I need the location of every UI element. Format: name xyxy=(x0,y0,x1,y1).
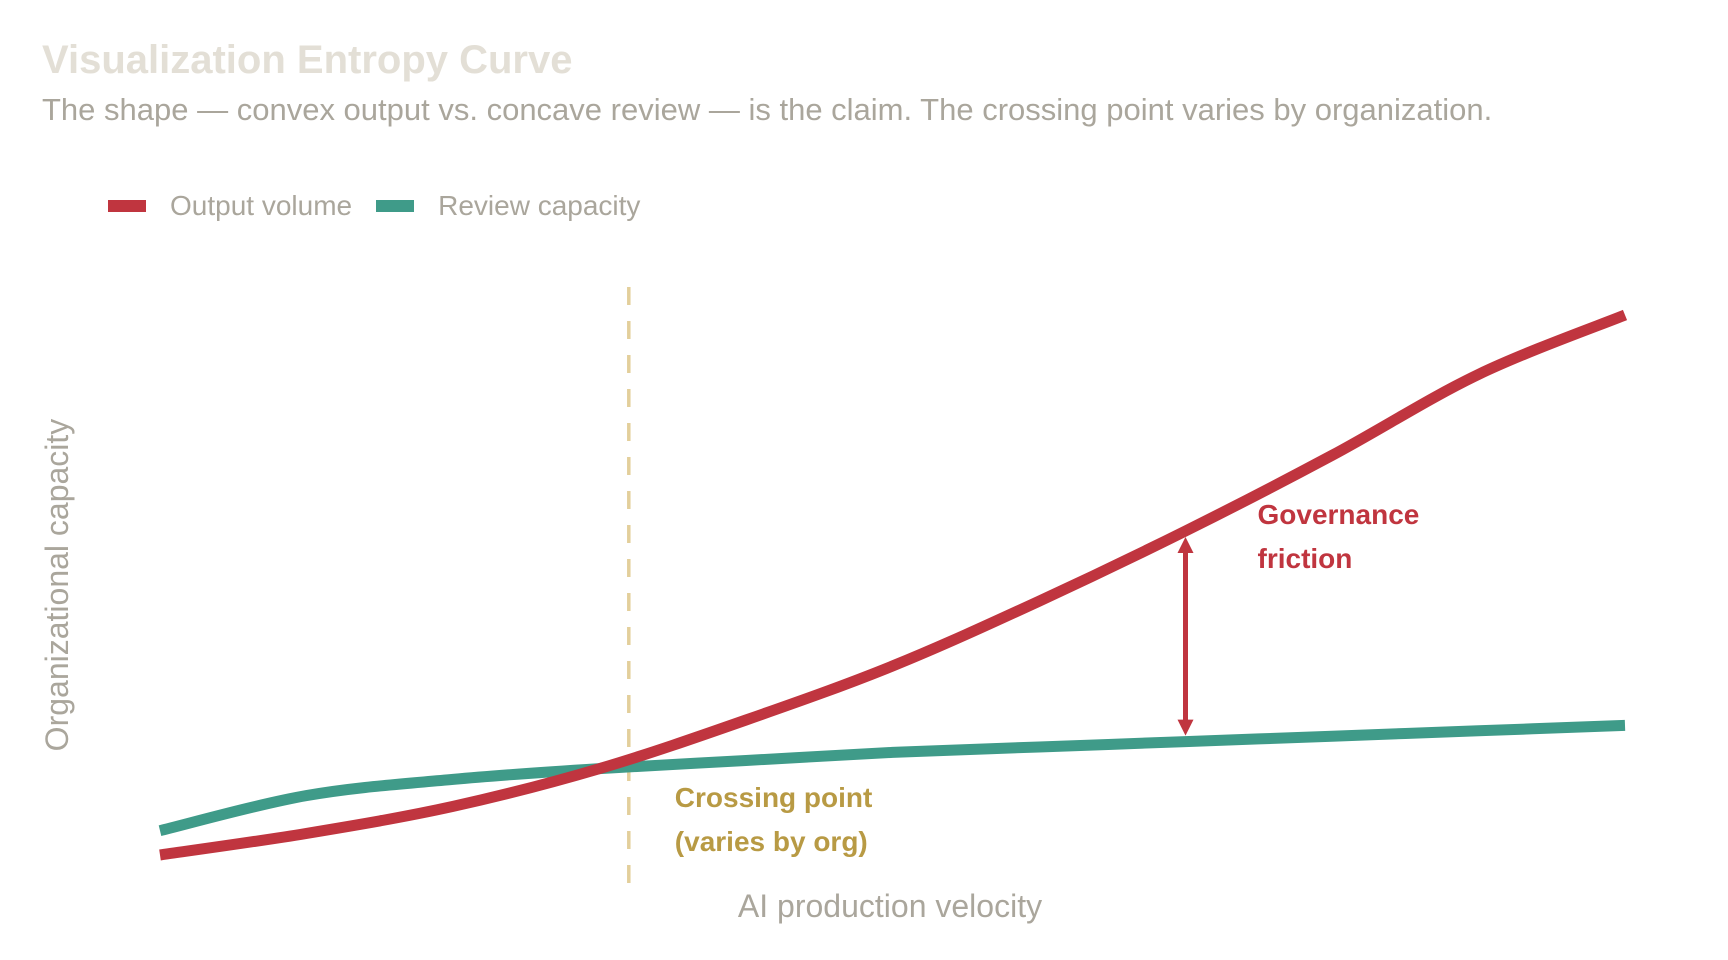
legend-item-output: Output volume xyxy=(108,190,352,222)
series-line-review-capacity xyxy=(158,719,1626,837)
crossing-label-line2: (varies by org) xyxy=(675,826,868,857)
friction-label-line1: Governance xyxy=(1258,499,1420,530)
legend-label-review: Review capacity xyxy=(438,190,641,221)
chart-title: Visualization Entropy Curve xyxy=(42,38,573,82)
plot-area: Crossing point (varies by org) Governance f… xyxy=(158,287,1628,890)
crossing-label-line1: Crossing point xyxy=(675,782,873,813)
x-axis-label: AI production velocity xyxy=(738,888,1042,924)
legend-label-output: Output volume xyxy=(170,190,353,221)
chart-subtitle: The shape — convex output vs. concave re… xyxy=(42,92,1493,127)
legend-swatch-review xyxy=(376,200,415,212)
legend: Output volume Review capacity xyxy=(108,190,664,222)
y-axis-label: Organizational capacity xyxy=(39,419,75,752)
series-line-output-volume xyxy=(159,309,1628,861)
legend-item-review: Review capacity xyxy=(376,190,640,222)
friction-label-line2: friction xyxy=(1258,543,1353,574)
legend-swatch-output xyxy=(108,200,146,212)
